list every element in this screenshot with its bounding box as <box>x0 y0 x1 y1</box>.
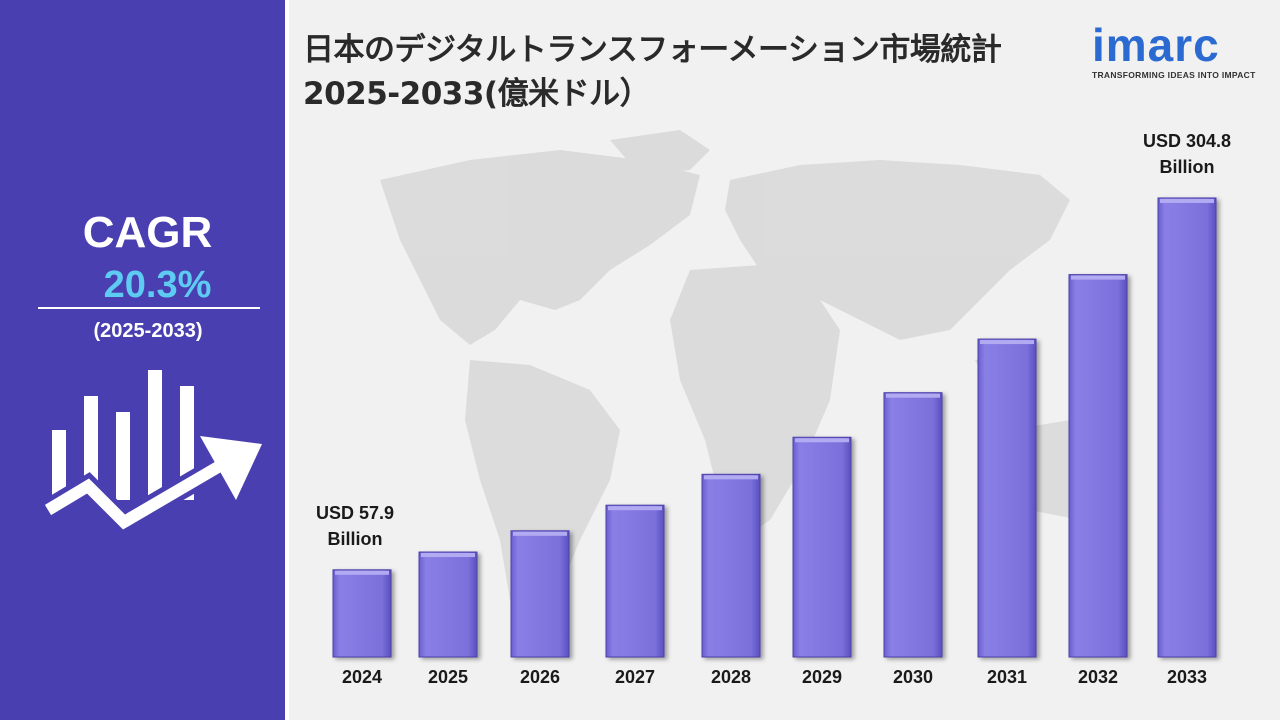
bar-2028 <box>701 473 761 658</box>
logo-tagline: TRANSFORMING IDEAS INTO IMPACT <box>1092 70 1256 80</box>
bar-highlight-2029 <box>795 438 849 443</box>
bar-2030 <box>883 392 943 658</box>
bar-highlight-2028 <box>704 475 758 480</box>
imarc-logo: imarc TRANSFORMING IDEAS INTO IMPACT <box>1092 22 1262 80</box>
x-tick-label: 2028 <box>711 667 751 687</box>
data-label: USD 57.9 <box>316 503 394 523</box>
bar-highlight-2032 <box>1071 275 1125 280</box>
x-tick-label: 2030 <box>893 667 933 687</box>
bar-highlight-2030 <box>886 393 940 398</box>
data-label: USD 304.8 <box>1143 131 1231 151</box>
x-tick-label: 2025 <box>428 667 468 687</box>
bar-2027 <box>605 504 665 658</box>
x-tick-label: 2026 <box>520 667 560 687</box>
logo-wordmark: imarc <box>1092 19 1220 71</box>
x-tick-label: 2033 <box>1167 667 1207 687</box>
x-tick-label: 2027 <box>615 667 655 687</box>
cagr-divider <box>38 307 260 309</box>
bar-highlight-2026 <box>513 531 567 536</box>
bar-2025 <box>418 551 478 658</box>
bar-2031 <box>977 338 1037 658</box>
bar-2032 <box>1068 274 1128 658</box>
bar-highlight-2031 <box>980 340 1034 345</box>
growth-chart-icon <box>42 370 262 536</box>
panel-divider <box>285 0 289 720</box>
bar-2026 <box>510 530 570 658</box>
cagr-label: CAGR <box>82 208 213 257</box>
bar-2029 <box>792 436 852 658</box>
bar-highlight-2033 <box>1160 198 1214 203</box>
bar-2033 <box>1157 197 1217 658</box>
bar-highlight-2024 <box>335 570 389 575</box>
page-title: 日本のデジタルトランスフォーメーション市場統計 2025-2033(億米ドル） <box>303 32 1002 112</box>
data-label-unit: Billion <box>328 529 383 549</box>
bar-2024 <box>332 569 392 658</box>
x-tick-label: 2029 <box>802 667 842 687</box>
x-tick-label: 2024 <box>342 667 382 687</box>
data-label-unit: Billion <box>1160 157 1215 177</box>
cagr-panel: CAGR 20.3% (2025-2033) <box>0 0 285 720</box>
cagr-period: (2025-2033) <box>93 320 203 342</box>
x-tick-label: 2032 <box>1078 667 1118 687</box>
bar-highlight-2027 <box>608 506 662 511</box>
x-tick-label: 2031 <box>987 667 1027 687</box>
cagr-value: 20.3% <box>103 264 212 306</box>
bar-highlight-2025 <box>421 553 475 558</box>
